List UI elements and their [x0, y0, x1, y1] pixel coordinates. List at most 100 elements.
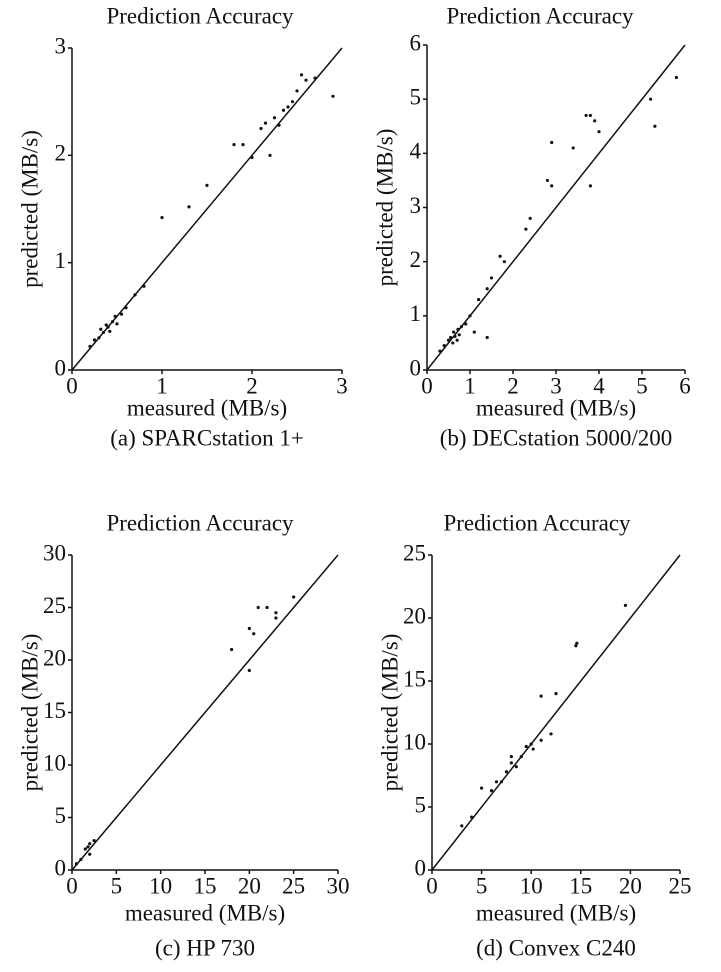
point: [274, 616, 278, 620]
point: [241, 143, 245, 147]
point: [468, 314, 472, 318]
x-axis-label: measured (MB/s): [125, 900, 285, 925]
point: [597, 130, 601, 134]
y-axis-label: predicted (MB/s): [372, 129, 397, 287]
point: [265, 605, 269, 610]
point: [133, 293, 137, 297]
point: [588, 113, 593, 118]
point: [524, 227, 528, 231]
y-axis-label: predicted (MB/s): [377, 634, 402, 792]
point: [286, 105, 290, 109]
point: [438, 349, 442, 353]
x-tick-label: 0: [421, 373, 433, 398]
x-tick-label: 5: [476, 873, 488, 898]
x-tick-label: 10: [149, 873, 172, 898]
point: [142, 284, 146, 288]
point: [295, 89, 299, 93]
y-tick-label: 2: [410, 247, 422, 272]
y-tick-label: 6: [410, 30, 422, 55]
point: [230, 647, 234, 652]
point: [674, 75, 679, 80]
chart-title: Prediction Accuracy: [443, 510, 631, 535]
point: [451, 341, 455, 345]
point: [74, 862, 79, 866]
point: [528, 216, 532, 220]
point: [290, 100, 295, 104]
y-tick-label: 5: [55, 803, 67, 828]
point: [575, 641, 579, 645]
point: [274, 611, 278, 615]
point: [545, 178, 550, 183]
point: [549, 732, 553, 736]
point: [205, 183, 209, 187]
point: [259, 126, 263, 131]
y-tick-label: 10: [403, 729, 426, 754]
y-tick-label: 1: [410, 301, 422, 326]
y-axis-label: predicted (MB/s): [17, 130, 42, 288]
point: [509, 761, 513, 765]
point: [494, 780, 499, 784]
caption: (d) Convex C240: [476, 935, 636, 960]
x-tick-label: 15: [569, 873, 592, 898]
point: [124, 306, 128, 310]
x-axis-label: measured (MB/s): [476, 900, 636, 925]
x-tick-label: 2: [507, 373, 519, 398]
y-tick-label: 15: [403, 666, 426, 691]
point: [457, 333, 461, 337]
point: [502, 260, 506, 264]
x-tick-label: 2: [246, 373, 258, 398]
point: [472, 330, 476, 334]
y-tick-label: 20: [43, 645, 66, 670]
chart-title: Prediction Accuracy: [106, 3, 294, 28]
caption: (c) HP 730: [155, 935, 255, 960]
chart-title: Prediction Accuracy: [106, 510, 294, 535]
point: [539, 738, 543, 742]
y-tick-label: 0: [410, 355, 422, 380]
x-tick-label: 0: [66, 373, 78, 398]
point: [499, 780, 504, 784]
x-tick-label: 5: [111, 873, 123, 898]
point: [453, 334, 457, 339]
y-tick-label: 25: [403, 540, 426, 565]
point: [86, 845, 90, 849]
reference-line: [71, 47, 343, 371]
point: [519, 755, 523, 759]
point: [509, 755, 513, 759]
point: [539, 694, 543, 698]
point: [299, 73, 304, 77]
point: [304, 78, 308, 82]
point: [477, 297, 481, 302]
x-tick-label: 3: [550, 373, 562, 398]
point: [574, 644, 578, 648]
point: [277, 123, 281, 127]
point: [485, 335, 489, 340]
x-axis-label: measured (MB/s): [476, 395, 636, 420]
chart-title: Prediction Accuracy: [446, 3, 634, 28]
x-tick-label: 10: [520, 873, 543, 898]
point: [313, 76, 317, 80]
point: [550, 184, 554, 188]
x-tick-label: 3: [336, 373, 348, 398]
point: [442, 344, 446, 348]
point: [456, 327, 460, 331]
point: [571, 146, 575, 150]
point: [101, 330, 106, 335]
point: [593, 119, 597, 123]
point: [554, 692, 558, 696]
y-axis-label: predicted (MB/s): [17, 634, 42, 792]
y-tick-label: 5: [415, 792, 427, 817]
point: [584, 113, 588, 118]
point: [489, 789, 494, 793]
point: [455, 338, 459, 342]
x-tick-label: 1: [464, 373, 476, 398]
x-tick-label: 20: [238, 873, 261, 898]
point: [252, 632, 256, 636]
point: [623, 603, 628, 608]
point: [119, 312, 124, 316]
point: [272, 116, 277, 120]
point: [331, 94, 335, 98]
point: [459, 325, 463, 329]
point: [452, 330, 456, 334]
point: [281, 108, 286, 112]
